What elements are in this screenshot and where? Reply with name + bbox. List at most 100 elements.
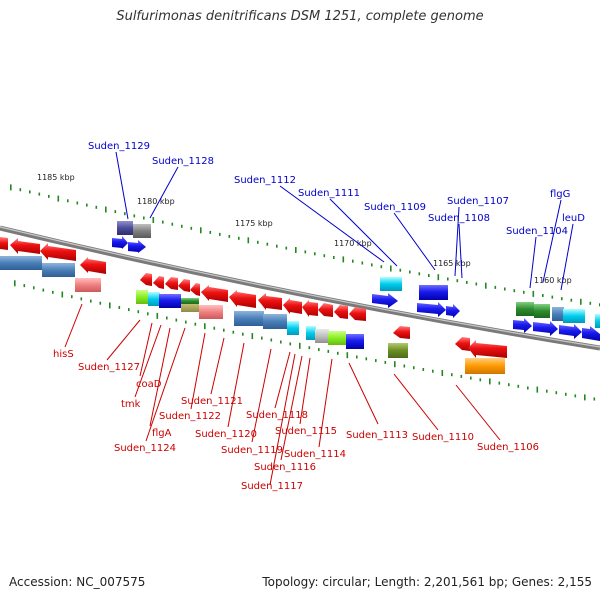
label-suden-1127[interactable]: Suden_1127 <box>78 362 140 373</box>
gene-suden-1108[interactable] <box>446 304 460 318</box>
tick-mark <box>204 323 206 330</box>
label-suden-1128[interactable]: Suden_1128 <box>152 156 214 167</box>
label-flga[interactable]: flgA <box>152 428 172 439</box>
gene-suden-1113-arrow[interactable] <box>393 326 410 339</box>
gene-suden-1119-arrow[interactable] <box>283 298 302 314</box>
gene-suden-1110-arrow[interactable] <box>455 337 470 351</box>
tick-mark <box>118 306 121 309</box>
label-tmk[interactable]: tmk <box>121 399 141 410</box>
tick-marks <box>10 184 600 401</box>
gene-coad-arrow[interactable] <box>153 276 164 289</box>
gene-steel-left-1[interactable] <box>0 256 42 270</box>
label-flgg[interactable]: flgG <box>550 189 570 200</box>
label-suden-1109[interactable]: Suden_1109 <box>364 202 426 213</box>
gene-suden-1129[interactable] <box>112 236 128 249</box>
gene-suden-1116-box-b[interactable] <box>315 329 329 343</box>
gene-left-edge-2[interactable] <box>10 238 40 254</box>
gene-left-edge-3[interactable] <box>40 243 76 261</box>
gene-flgg-box[interactable] <box>516 302 534 316</box>
gene-suden-1116-box-a[interactable] <box>306 326 316 340</box>
gene-suden-1107[interactable] <box>417 302 446 317</box>
tick-mark <box>589 301 592 305</box>
label-suden-1104[interactable]: Suden_1104 <box>506 226 568 237</box>
gene-flga-arrow[interactable] <box>178 279 190 292</box>
gene-suden-1122-box[interactable] <box>199 305 223 319</box>
tick-mark <box>276 244 278 248</box>
label-suden-1118[interactable]: Suden_1118 <box>246 410 308 421</box>
label-suden-1115[interactable]: Suden_1115 <box>275 426 337 437</box>
label-suden-1119[interactable]: Suden_1119 <box>221 445 283 456</box>
gene-left-edge-1[interactable] <box>0 237 8 250</box>
label-suden-1114[interactable]: Suden_1114 <box>284 449 346 460</box>
gene-suden-1127-box[interactable] <box>136 290 148 304</box>
label-suden-1129[interactable]: Suden_1129 <box>88 141 150 152</box>
label-suden-1108[interactable]: Suden_1108 <box>428 213 490 224</box>
tick-mark <box>19 188 22 192</box>
label-suden-1124[interactable]: Suden_1124 <box>114 443 176 454</box>
label-suden-1120[interactable]: Suden_1120 <box>195 429 257 440</box>
gene-suden-1128[interactable] <box>128 240 146 253</box>
gene-leud-box-a[interactable] <box>552 307 564 321</box>
gene-suden-1121-arrow[interactable] <box>229 290 256 308</box>
gene-suden-1120-arrow[interactable] <box>258 293 282 310</box>
tick-mark <box>38 192 41 196</box>
gene-suden-1103[interactable] <box>533 321 558 336</box>
gene-coad-box[interactable] <box>148 292 160 306</box>
gene-suden-1106-arrow[interactable] <box>468 340 507 358</box>
tick-mark <box>99 301 102 305</box>
gene-leud-box-b[interactable] <box>563 309 585 323</box>
gene-suden-1127-arrow[interactable] <box>140 273 152 286</box>
tick-mark <box>428 274 430 277</box>
label-hiss[interactable]: hisS <box>53 349 74 360</box>
gene-suden-1120-box-a[interactable] <box>234 311 264 326</box>
gene-steel-left-2[interactable] <box>42 263 75 277</box>
scale-label-1175: 1175 kbp <box>235 219 273 228</box>
gene-suden-1122-arrow[interactable] <box>201 285 228 302</box>
label-suden-1110[interactable]: Suden_1110 <box>412 432 474 443</box>
gene-suden-1120-box-b[interactable] <box>263 314 287 329</box>
gene-suden-1111-box[interactable] <box>380 277 402 291</box>
gene-suden-1124-arrow[interactable] <box>190 283 200 296</box>
gene-suden-1118-arrow[interactable] <box>302 300 318 317</box>
gene-suden-1115-box[interactable] <box>328 331 346 345</box>
gene-suden-1102[interactable] <box>559 324 582 339</box>
gene-suden-1118-box[interactable] <box>287 321 299 335</box>
label-suden-1107[interactable]: Suden_1107 <box>447 196 509 207</box>
label-suden-1117[interactable]: Suden_1117 <box>241 481 303 492</box>
label-suden-1111[interactable]: Suden_1111 <box>298 188 360 199</box>
gene-suden-1129-box[interactable] <box>117 221 133 235</box>
label-suden-1113[interactable]: Suden_1113 <box>346 430 408 441</box>
label-suden-1106[interactable]: Suden_1106 <box>477 442 539 453</box>
tick-mark <box>270 338 273 342</box>
label-suden-1121[interactable]: Suden_1121 <box>181 396 243 407</box>
gene-suden-1113-box[interactable] <box>388 343 408 358</box>
gene-suden-1117-arrow[interactable] <box>318 303 333 317</box>
label-coad[interactable]: coaD <box>136 379 162 390</box>
gene-tmk-box[interactable] <box>159 294 181 308</box>
gene-suden-1106-box[interactable] <box>465 358 505 374</box>
tick-mark <box>219 232 221 236</box>
gene-suden-1128-box[interactable] <box>133 224 151 238</box>
gene-suden-1114-box[interactable] <box>346 334 364 349</box>
tick-mark <box>52 290 54 294</box>
gene-suden-1116-arrow[interactable] <box>334 305 348 319</box>
label-suden-1122[interactable]: Suden_1122 <box>159 411 221 422</box>
gene-hiss-box[interactable] <box>75 278 101 292</box>
gene-tmk-arrow[interactable] <box>165 277 178 290</box>
gene-suden-1109-box[interactable] <box>419 285 448 300</box>
tick-mark <box>247 237 250 244</box>
gene-suden-1104-box[interactable] <box>534 304 550 318</box>
gene-suden-1112[interactable] <box>372 293 398 308</box>
tick-mark <box>314 252 316 256</box>
gene-suden-1101[interactable] <box>582 326 600 341</box>
gene-left-edge-4[interactable] <box>80 257 106 274</box>
gene-suden-1115-arrow[interactable] <box>349 307 366 321</box>
label-suden-1112[interactable]: Suden_1112 <box>234 175 296 186</box>
label-leud[interactable]: leuD <box>562 213 585 224</box>
gene-edge-box[interactable] <box>595 314 600 328</box>
label-suden-1116[interactable]: Suden_1116 <box>254 462 316 473</box>
tick-mark <box>399 268 402 272</box>
gene-flga-box-top[interactable] <box>181 298 199 304</box>
gene-suden-1104[interactable] <box>513 318 532 333</box>
tick-mark <box>162 220 164 224</box>
